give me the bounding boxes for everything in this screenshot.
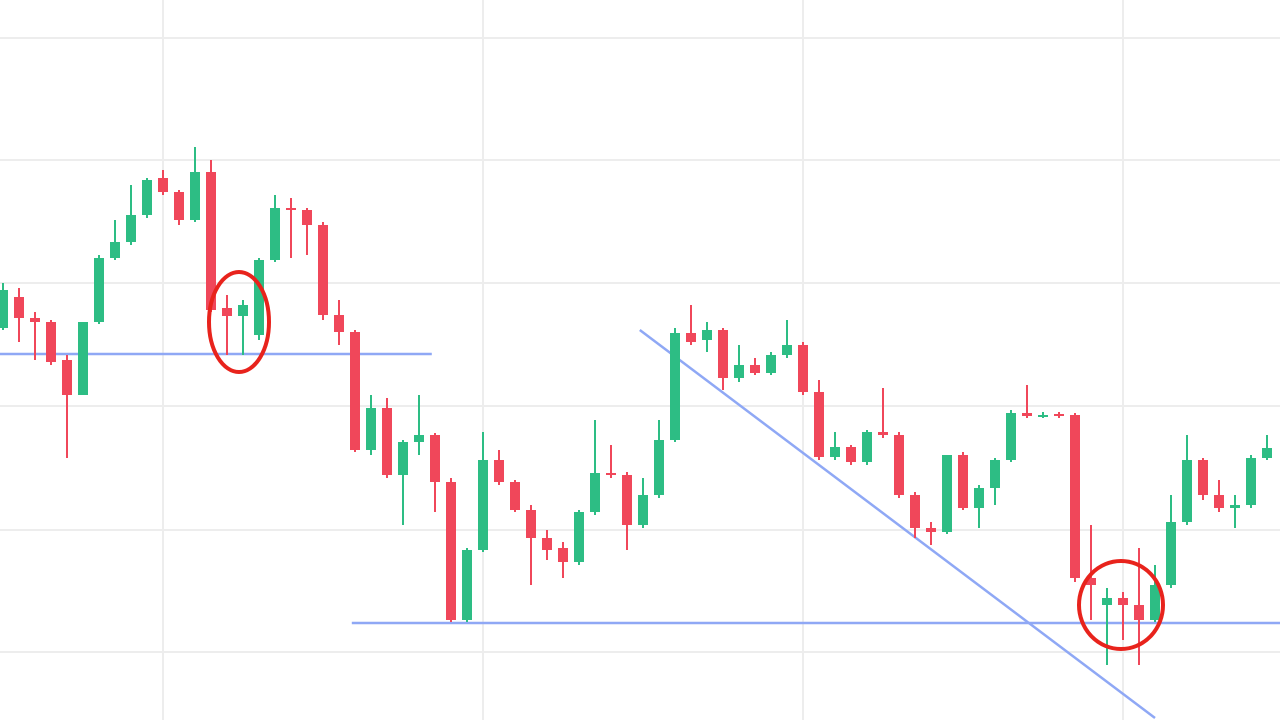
candle-body [1166,522,1176,585]
candle-body [30,318,40,322]
candle-body [734,365,744,378]
candle-body [1230,505,1240,508]
candle-body [510,482,520,510]
candle-body [606,473,616,475]
candle-body [1134,605,1144,620]
candle-body [430,435,440,482]
candle-body [94,258,104,322]
candle-body [1006,413,1016,460]
candle-body [1182,460,1192,522]
candle-body [14,297,24,318]
candle-body [638,495,648,525]
candle-body [590,473,600,512]
candle-body [974,488,984,508]
candle-body [798,345,808,392]
candle-body [206,172,216,310]
candle-body [1102,598,1112,605]
candle-body [494,460,504,482]
candle-body [334,315,344,332]
candle-body [126,215,136,242]
candle-body [766,355,776,373]
candle-body [1022,413,1032,416]
candle-body [526,510,536,538]
candle-body [750,365,760,373]
candle-body [222,308,232,316]
candle-body [302,210,312,225]
candle-body [62,360,72,395]
candle-body [46,322,56,362]
candle-body [1214,495,1224,508]
candle-body [958,455,968,508]
candle-body [654,440,664,495]
candle-body [190,172,200,220]
candle-body [286,208,296,210]
candle-body [942,455,952,532]
candle-body [174,192,184,220]
candle-body [1054,414,1064,416]
candle-body [718,330,728,378]
candle-body [622,475,632,525]
candle-body [110,242,120,258]
candle-body [926,528,936,532]
highlight-circle [207,270,271,374]
candle-body [1198,460,1208,495]
candle-body [558,548,568,562]
candle-body [366,408,376,450]
candle-body [670,333,680,440]
candle-body [238,305,248,316]
candle-body [846,447,856,462]
candle-body [78,322,88,395]
candle-body [894,435,904,495]
candle-body [1070,415,1080,578]
candle-body [814,392,824,457]
highlight-circle [1077,559,1165,651]
candle-body [702,330,712,340]
candle-body [254,260,264,335]
candle-body [158,178,168,192]
candle-body [686,333,696,342]
candle-body [318,225,328,315]
candles [0,147,1272,665]
candle-body [862,432,872,462]
candle-body [1246,458,1256,505]
candle-body [990,460,1000,488]
candle-body [910,495,920,528]
candle-body [1118,598,1128,605]
candle-body [462,550,472,620]
candle-body [414,435,424,442]
candle-body [1262,448,1272,458]
candle-body [782,345,792,355]
trend-line [639,329,1156,719]
candle-body [0,290,8,328]
candle-body [382,408,392,475]
candle-body [478,460,488,550]
candle-body [270,208,280,260]
candle-body [830,447,840,457]
candle-body [1150,585,1160,620]
candle-body [350,332,360,450]
candle-body [878,432,888,435]
candle-body [1038,415,1048,417]
candle-body [574,512,584,562]
candle-body [398,442,408,475]
candle-body [142,180,152,215]
candle-body [1086,578,1096,585]
candle-body [542,538,552,550]
candle-body [446,482,456,620]
